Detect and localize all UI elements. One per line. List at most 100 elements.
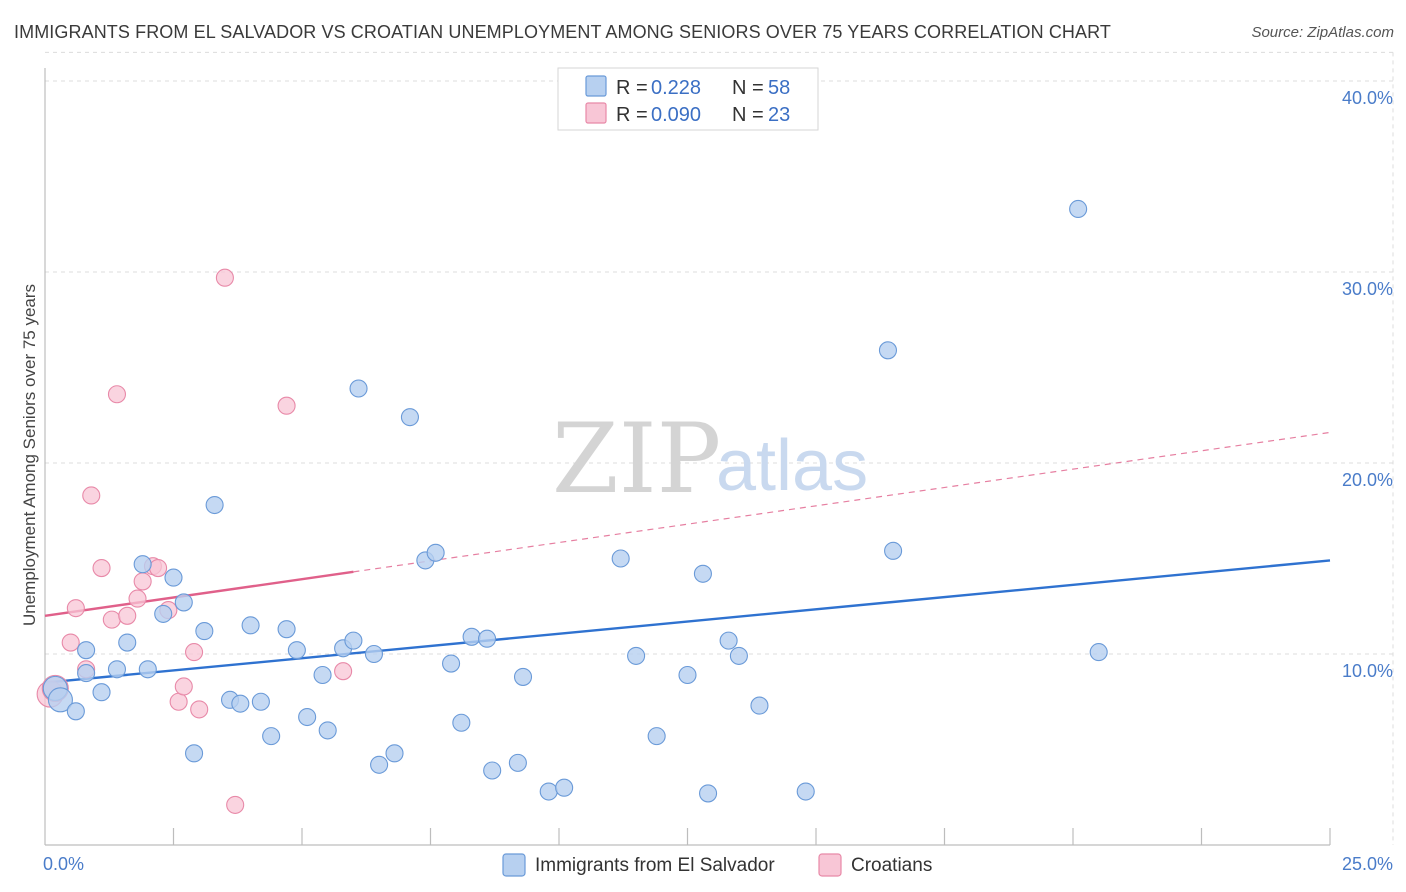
el-salvador-point <box>277 620 296 639</box>
el-salvador-point <box>231 694 250 713</box>
el-salvador-point <box>729 646 748 665</box>
el-salvador-point <box>370 755 389 774</box>
croatians-point <box>334 662 353 681</box>
bottom-legend-label-el-salvador: Immigrants from El Salvador <box>535 855 775 876</box>
el-salvador-point <box>647 727 666 746</box>
chart-title: IMMIGRANTS FROM EL SALVADOR VS CROATIAN … <box>14 22 1111 42</box>
el-salvador-point <box>483 761 502 780</box>
bottom-legend-swatch-pink <box>818 853 842 877</box>
y-tick-label-40: 40.0% <box>1342 88 1393 108</box>
el-salvador-point <box>400 408 419 427</box>
el-salvador-point <box>251 692 270 711</box>
el-salvador-point <box>385 744 404 763</box>
axes <box>44 68 1331 846</box>
y-tick-label-20: 20.0% <box>1342 470 1393 490</box>
legend-swatch-blue <box>585 75 607 97</box>
el-salvador-point <box>107 660 127 679</box>
trend-lines <box>44 431 1331 684</box>
watermark: ZIP atlas <box>552 403 868 515</box>
el-salvador-point <box>138 660 157 679</box>
series-legend: Immigrants from El Salvador Croatians <box>502 853 932 877</box>
el-salvador-point <box>462 627 481 646</box>
el-salvador-point <box>205 495 224 515</box>
el-salvador-point <box>344 631 363 650</box>
croatians-point <box>92 558 111 578</box>
y-tick-label-10: 10.0% <box>1342 661 1393 681</box>
x-tick-label-min: 0.0% <box>43 854 84 874</box>
el-salvador-point <box>1089 643 1108 662</box>
el-salvador-point <box>66 702 85 721</box>
el-salvador-point <box>699 784 718 803</box>
el-salvador-point <box>539 782 558 801</box>
y-axis-title: Unemployment Among Seniors over 75 years <box>20 284 39 626</box>
el-salvador-points <box>42 199 1108 803</box>
legend-n-label-1: N = <box>732 77 769 99</box>
legend-r-label-1: R = <box>616 77 653 99</box>
correlation-legend: R = 0.228 N = 58 R = 0.090 N = 23 <box>557 67 819 131</box>
legend-r-label-2: R = <box>616 104 653 126</box>
legend-n-value-2: 23 <box>768 104 790 126</box>
croatians-point <box>66 599 85 618</box>
croatians-point <box>107 385 127 404</box>
croatians-point <box>226 795 245 814</box>
el-salvador-point <box>477 629 497 648</box>
el-salvador-point <box>133 555 152 574</box>
croatians-point <box>174 677 193 696</box>
croatians-point <box>133 572 152 591</box>
croatians-point <box>215 268 234 287</box>
grid-lines <box>45 51 1394 845</box>
croatians-point <box>102 610 121 629</box>
el-salvador-point <box>262 727 281 746</box>
y-tick-labels: 10.0% 20.0% 30.0% 40.0% <box>1342 88 1393 681</box>
croatians-point <box>82 486 101 505</box>
el-salvador-point <box>796 782 815 801</box>
el-salvador-point <box>508 753 527 772</box>
croatians-point <box>118 606 137 625</box>
x-tick-labels: 0.0% 25.0% <box>43 854 1393 874</box>
el-salvador-point <box>693 564 712 583</box>
watermark-atlas: atlas <box>716 426 868 506</box>
trend-line-el-salvador <box>44 559 1331 684</box>
el-salvador-point <box>1069 199 1088 219</box>
el-salvador-point <box>77 641 96 660</box>
el-salvador-point <box>611 549 630 568</box>
el-salvador-point <box>174 593 193 612</box>
el-salvador-point <box>154 604 173 623</box>
croatians-point <box>149 558 168 578</box>
el-salvador-point <box>513 667 533 686</box>
el-salvador-point <box>719 631 738 650</box>
el-salvador-point <box>47 687 73 713</box>
el-salvador-point <box>287 641 306 660</box>
croatians-point <box>128 589 147 608</box>
y-tick-label-30: 30.0% <box>1342 279 1393 299</box>
el-salvador-point <box>426 543 445 562</box>
el-salvador-point <box>313 665 332 685</box>
el-salvador-point <box>750 696 769 715</box>
el-salvador-point <box>241 616 260 635</box>
el-salvador-point <box>678 665 697 685</box>
legend-n-label-2: N = <box>732 104 769 126</box>
croatians-point <box>277 396 296 415</box>
watermark-zip: ZIP <box>552 403 721 515</box>
source-label: Source: ZipAtlas.com <box>1251 24 1394 41</box>
el-salvador-point <box>442 654 461 673</box>
bottom-legend-label-croatians: Croatians <box>851 855 932 876</box>
el-salvador-point <box>118 633 137 652</box>
legend-r-value-1: 0.228 <box>651 77 701 99</box>
el-salvador-point <box>878 341 898 360</box>
el-salvador-point <box>364 644 384 664</box>
el-salvador-point <box>349 379 368 398</box>
bottom-legend-swatch-blue <box>502 853 526 877</box>
croatians-point <box>61 633 80 652</box>
legend-swatch-pink <box>585 102 607 124</box>
el-salvador-point <box>318 721 337 740</box>
el-salvador-point <box>452 713 471 732</box>
croatians-point <box>169 692 188 711</box>
el-salvador-point <box>884 541 903 560</box>
croatians-point <box>185 643 204 662</box>
legend-n-value-1: 58 <box>768 77 790 99</box>
trend-line-croatians <box>44 570 354 617</box>
el-salvador-point <box>92 683 111 702</box>
croatians-points <box>36 268 353 814</box>
